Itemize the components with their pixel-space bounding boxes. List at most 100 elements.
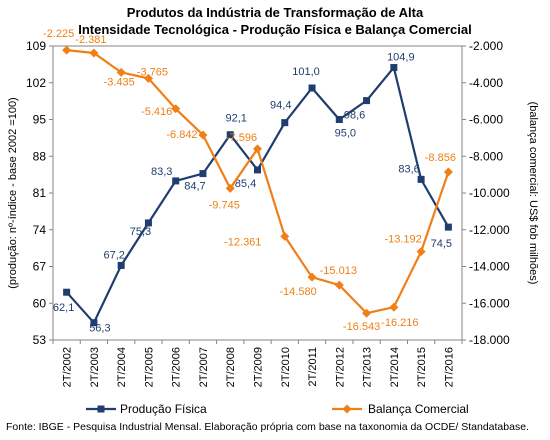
data-point-producao [144,219,152,227]
data-label-producao: 98,6 [344,110,365,122]
x-tick-label: 2T/2006 [171,347,183,387]
data-label-balanca: -3.765 [137,66,168,78]
data-label-balanca: -14.580 [279,286,316,298]
data-label-producao: 95,0 [335,128,356,140]
data-label-producao: 56,3 [89,323,110,335]
data-point-producao [63,288,71,296]
data-label-producao: 62,1 [53,302,74,314]
data-point-producao [281,119,289,127]
data-label-balanca: -5.416 [141,106,172,118]
data-label-balanca: -8.856 [425,152,456,164]
x-tick-label: 2T/2015 [416,347,428,387]
y-left-tick-label: 95 [33,113,47,127]
data-label-balanca: -16.543 [343,321,380,333]
chart-subtitle: Intensidade Tecnológica - Produção Físic… [78,22,472,37]
data-point-balanca [116,67,126,77]
data-point-producao [363,97,371,105]
data-label-producao: 84,7 [184,181,205,193]
data-label-balanca: -3.435 [104,76,135,88]
x-tick-label: 2T/2005 [143,347,155,387]
data-label-producao: 83,6 [398,163,419,175]
x-tick-label: 2T/2012 [334,347,346,387]
data-label-producao: 85,4 [235,178,256,190]
y-right-tick-label: -16.000 [469,296,510,310]
data-label-balanca: -2.225 [43,28,74,40]
data-point-balanca [171,104,181,114]
x-tick-label: 2T/2010 [280,347,292,387]
legend-label-balanca: Balança Comercial [368,402,469,416]
data-point-producao [172,177,180,185]
data-label-producao: 83,3 [151,166,172,178]
data-point-balanca [62,45,72,55]
x-tick-label: 2T/2011 [307,347,319,387]
data-point-balanca [443,167,453,177]
data-point-balanca [198,130,208,140]
data-point-balanca [253,144,262,154]
data-point-balanca [89,48,99,58]
y-right-tick-label: -18.000 [469,333,510,347]
x-tick-label: 2T/2004 [116,347,128,387]
source-note: Fonte: IBGE - Pesquisa Industrial Mensal… [6,421,529,433]
legend-marker-balanca [342,404,352,414]
data-point-producao [444,223,452,231]
data-label-producao: 92,1 [226,113,247,125]
y-left-tick-label: 88 [33,149,47,163]
x-tick-label: 2T/2002 [62,347,74,387]
data-label-balanca: -12.361 [224,236,261,248]
y-right-tick-label: -2.000 [469,39,503,53]
legend-label-producao: Produção Física [120,402,207,416]
y-right-tick-label: -14.000 [469,260,510,274]
y-left-tick-label: 60 [33,296,47,310]
data-label-balanca: -15.013 [320,265,357,277]
data-point-balanca [307,272,317,282]
data-label-balanca: -16.216 [381,317,418,329]
data-point-balanca [416,247,426,257]
data-label-producao: 67,2 [103,249,124,261]
data-point-balanca [143,73,153,83]
data-point-balanca [225,183,235,193]
data-label-balanca: -2.381 [75,34,106,46]
y-right-tick-label: -8.000 [469,149,503,163]
data-point-balanca [389,302,399,312]
data-point-producao [117,261,125,269]
x-tick-label: 2T/2014 [389,347,401,387]
plot-area [52,45,463,341]
x-tick-label: 2T/2007 [198,347,210,387]
y-left-tick-label: 53 [33,333,47,347]
data-point-balanca [280,231,290,241]
data-point-producao [335,116,343,123]
data-label-producao: 94,4 [270,100,291,112]
series-line-balanca-comercial [66,49,450,315]
data-label-producao: 74,5 [431,238,452,250]
data-point-producao [308,84,316,92]
y-left-tick-label: 102 [26,76,46,90]
data-label-producao: 104,9 [387,52,415,64]
data-label-balanca: -6.842 [166,129,197,141]
data-label-balanca: -7.596 [226,132,257,144]
chart-title: Produtos da Indústria de Transformação d… [126,5,424,20]
data-point-producao [90,319,98,327]
data-point-producao [226,131,234,139]
data-point-producao [254,166,261,174]
data-point-balanca [334,280,344,290]
y-right-tick-label: -10.000 [469,186,510,200]
x-tick-label: 2T/2009 [253,347,265,387]
series-line-producao-fisica [65,65,450,325]
data-point-producao [390,64,398,72]
y-right-tick-label: -12.000 [469,223,510,237]
data-point-producao [417,175,425,183]
x-tick-label: 2T/2008 [225,347,237,387]
data-point-balanca [362,308,372,318]
x-tick-label: 2T/2003 [89,347,101,387]
data-point-producao [199,170,207,178]
data-label-producao: 101,0 [292,66,320,78]
data-label-balanca: -9.745 [209,199,240,211]
y-left-tick-label: 81 [33,186,47,200]
data-label-balanca: -13.192 [384,234,421,246]
y-left-tick-label: 67 [33,260,47,274]
legend-marker-producao [97,405,105,413]
x-tick-label: 2T/2013 [362,347,374,387]
data-label-producao: 75,3 [130,226,151,238]
